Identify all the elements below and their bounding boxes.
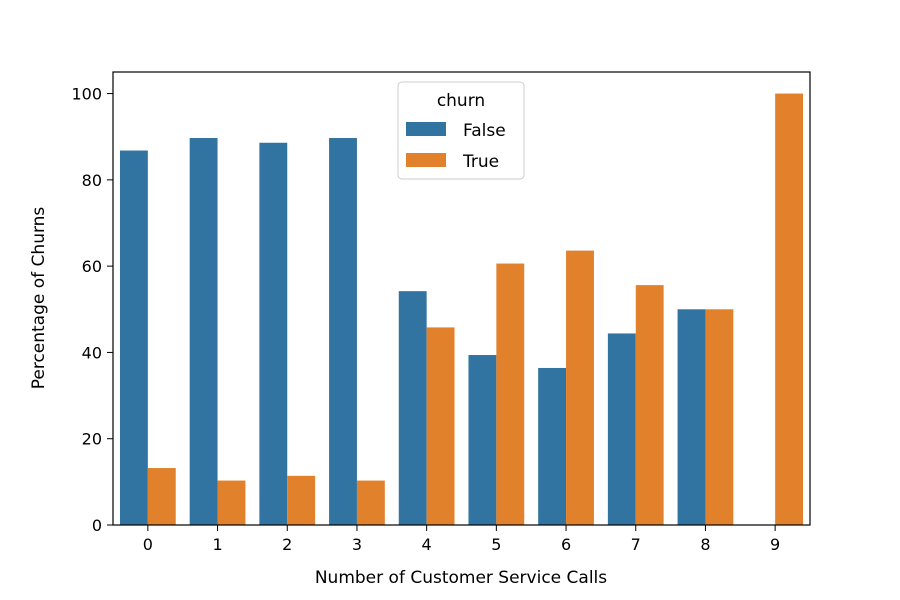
y-tick-label-60: 60 (82, 257, 102, 276)
legend-label-true: True (462, 152, 499, 172)
x-tick-label-7: 7 (631, 535, 641, 554)
x-tick-label-1: 1 (212, 535, 222, 554)
bar-true-1 (217, 480, 246, 525)
x-axis-label: Number of Customer Service Calls (315, 568, 607, 588)
legend-label-false: False (463, 121, 506, 141)
x-tick-label-0: 0 (143, 535, 153, 554)
bar-true-9 (775, 93, 804, 525)
x-tick-label-3: 3 (352, 535, 362, 554)
bar-true-5 (496, 263, 525, 525)
x-tick-label-9: 9 (770, 535, 780, 554)
x-tick-label-8: 8 (700, 535, 710, 554)
x-tick-label-6: 6 (561, 535, 571, 554)
y-axis: 0 20 40 60 80 100 (71, 85, 113, 535)
legend-swatch-true (406, 153, 446, 167)
bar-false-8 (677, 309, 706, 525)
x-tick-label-5: 5 (491, 535, 501, 554)
y-axis-label: Percentage of Churns (29, 207, 49, 390)
bar-true-7 (635, 285, 664, 525)
x-tick-label-2: 2 (282, 535, 292, 554)
y-tick-label-100: 100 (71, 85, 102, 104)
bar-true-6 (566, 250, 594, 526)
bar-true-8 (705, 309, 734, 525)
bar-false-0 (119, 150, 148, 525)
x-tick-label-4: 4 (422, 535, 432, 554)
legend-swatch-false (406, 122, 446, 136)
x-axis: 0 1 2 3 4 5 6 7 8 9 (143, 525, 780, 554)
y-tick-label-80: 80 (82, 171, 102, 190)
y-tick-label-0: 0 (92, 516, 102, 535)
bar-false-4 (398, 291, 427, 525)
bar-false-7 (607, 333, 636, 525)
bar-false-5 (468, 355, 497, 525)
y-tick-label-40: 40 (82, 343, 102, 362)
bar-true-2 (287, 475, 316, 525)
bar-true-3 (356, 480, 385, 525)
bar-false-6 (538, 367, 567, 525)
y-tick-label-20: 20 (82, 430, 102, 449)
bar-false-1 (189, 138, 218, 525)
bar-true-0 (147, 468, 176, 525)
legend: churn False True (397, 81, 525, 180)
legend-title: churn (437, 91, 485, 111)
bars-group (119, 93, 804, 526)
bar-false-3 (329, 138, 357, 525)
bar-true-4 (426, 327, 455, 525)
plot-frame (112, 71, 811, 526)
bar-false-2 (259, 142, 288, 525)
